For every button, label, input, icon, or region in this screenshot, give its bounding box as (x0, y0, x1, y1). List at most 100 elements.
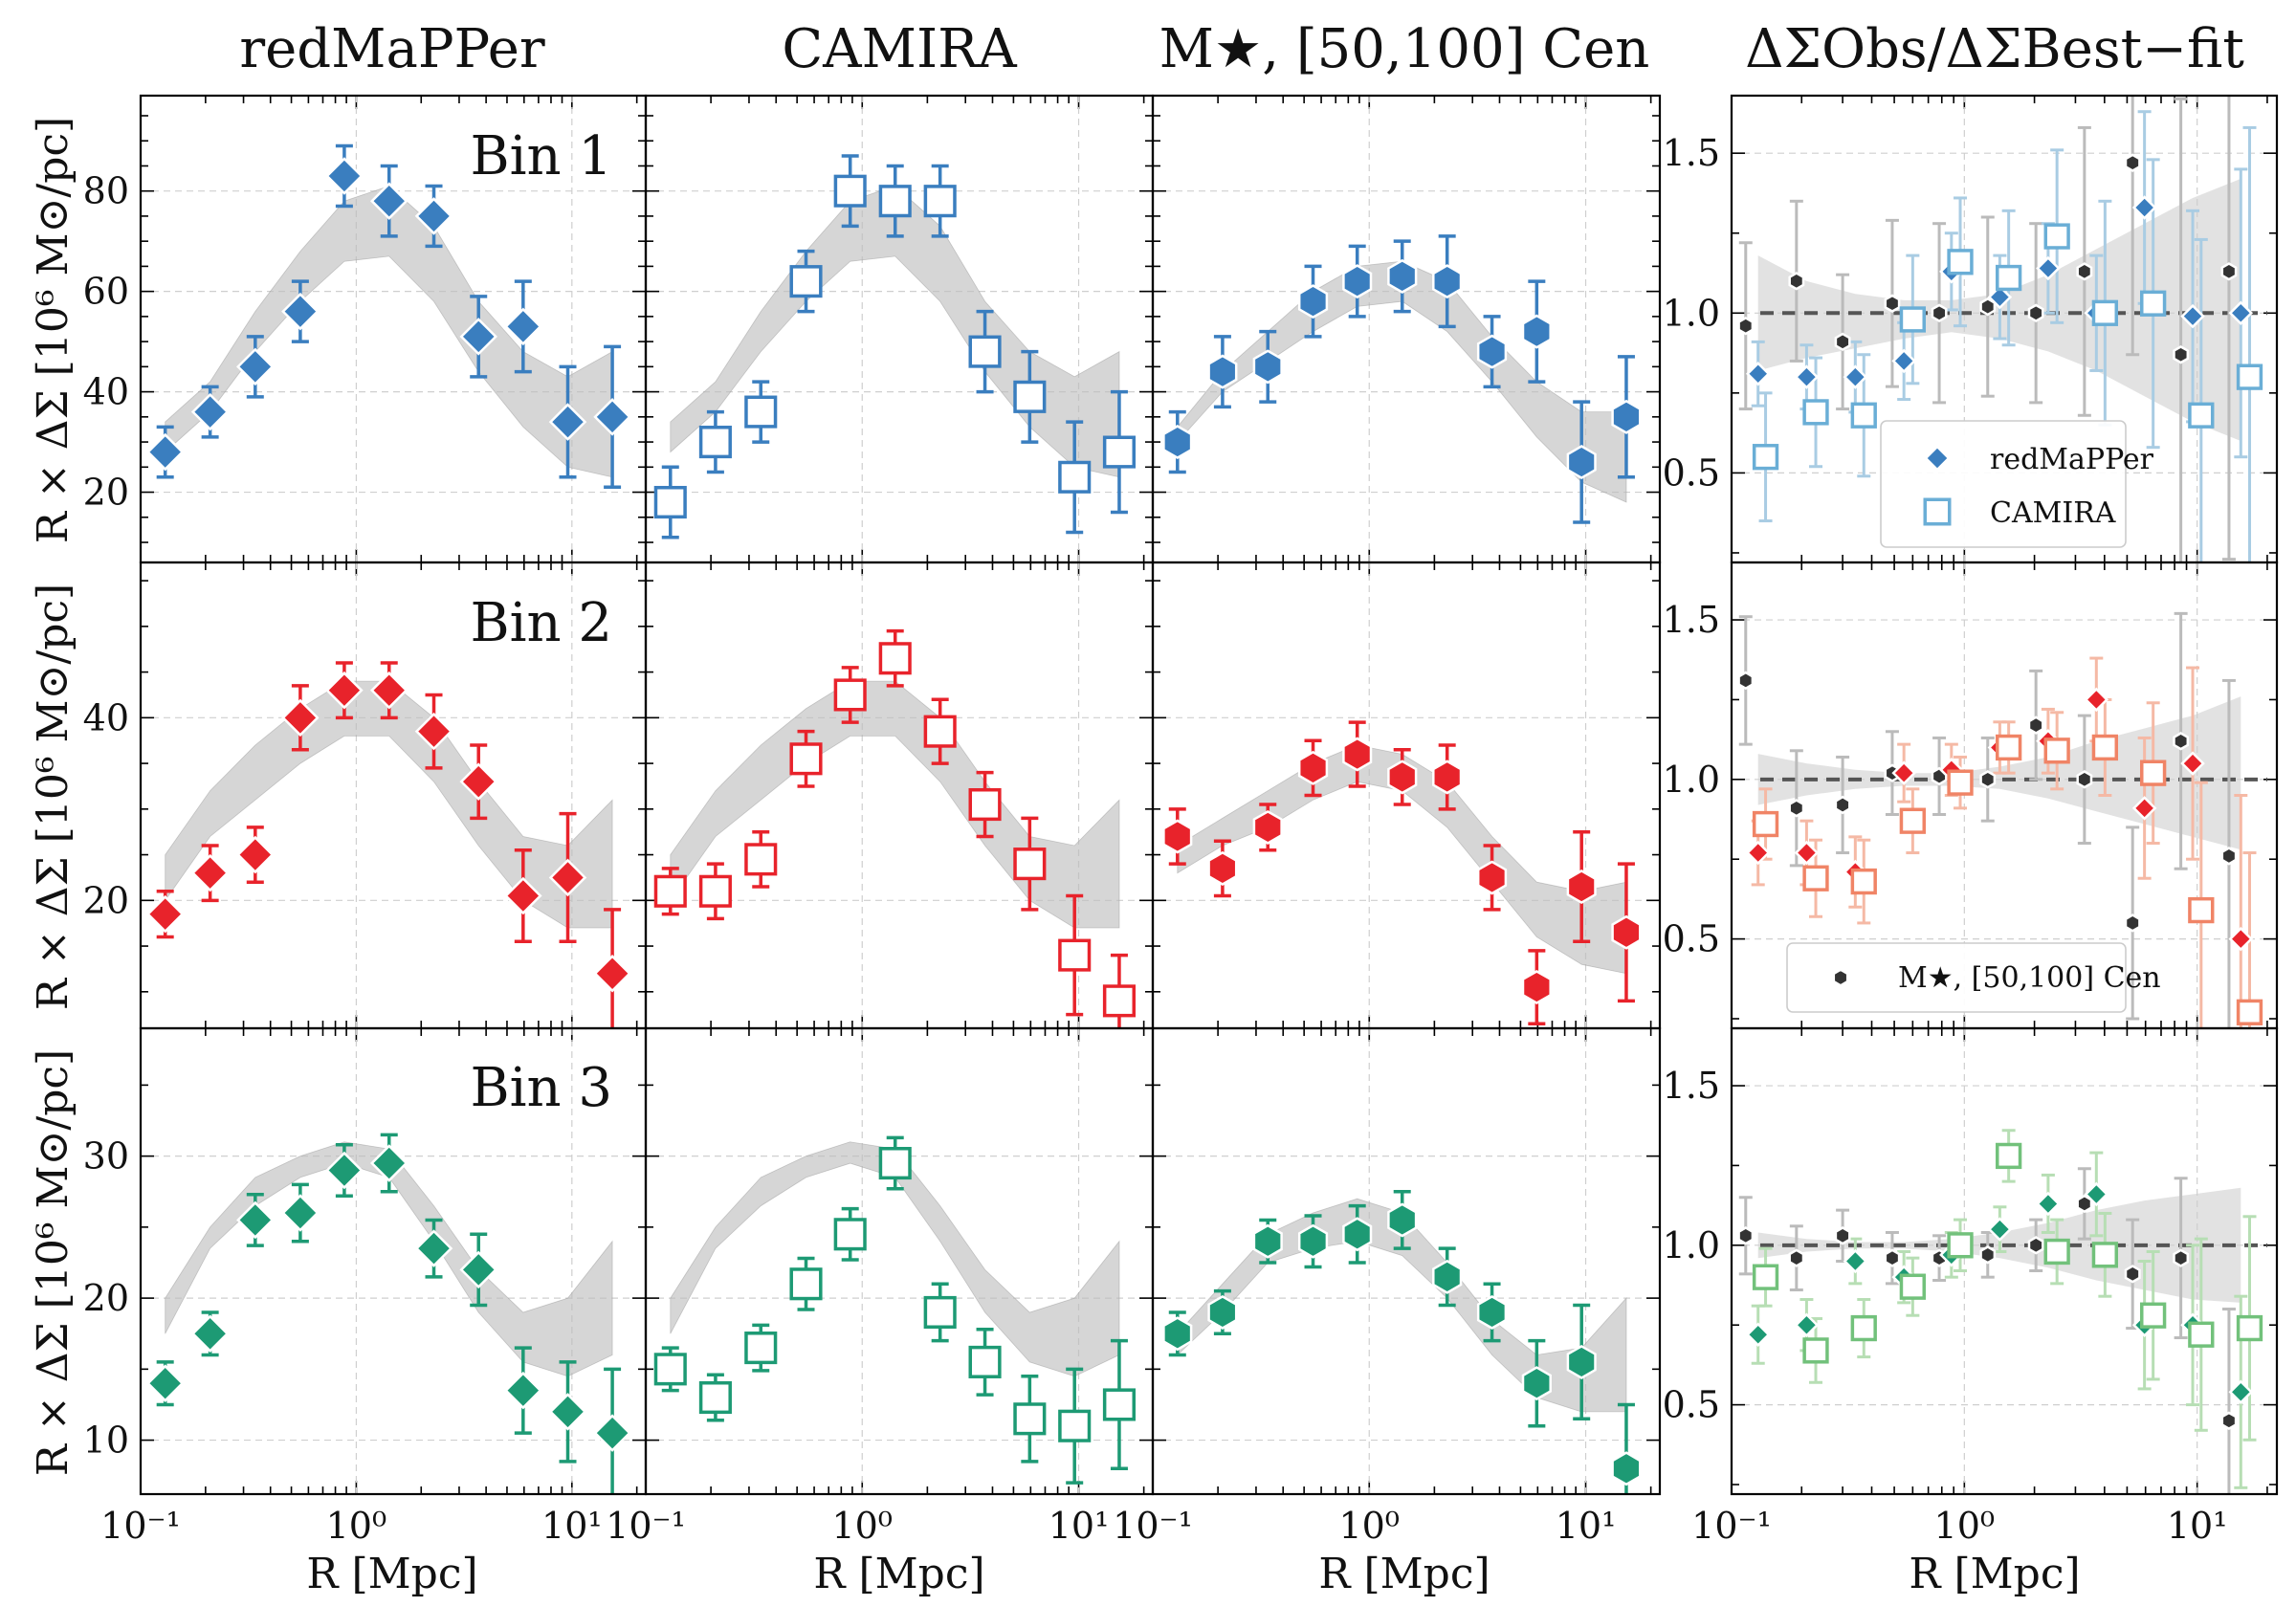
ratio-redmapper-point (1891, 760, 1916, 785)
ratio-camira-point (1996, 734, 2022, 761)
x-tick-label: 10⁻¹ (1113, 1505, 1193, 1547)
x-axis-label-col1: R [Mpc] (306, 1550, 477, 1598)
data-point-hexagon (1611, 399, 1642, 434)
x-axis-label-col2: R [Mpc] (813, 1550, 984, 1598)
x-tick-label: 10¹ (541, 1505, 603, 1547)
y-tick-label: 40 (83, 696, 129, 738)
data-point-hexagon (1252, 349, 1283, 385)
panel-bin1-cen (1151, 94, 1662, 564)
ratio-cen-point (1788, 272, 1805, 291)
panel-bin3-camira: 10⁻¹ 10⁰ 10¹ (606, 1026, 1155, 1547)
ratio-redmapper-point (2131, 796, 2157, 821)
ratio-camira-point (1752, 444, 1779, 471)
data-point-hexagon (1297, 1223, 1329, 1259)
data-point-hexagon (1521, 1366, 1552, 1401)
data-point-diamond (459, 762, 497, 801)
data-point-hexagon (1387, 258, 1418, 294)
data-point-hexagon (1476, 1294, 1508, 1330)
data-point-hexagon (1342, 1217, 1373, 1252)
data-point-square (1013, 1402, 1047, 1436)
panel-plot-area (653, 1135, 1137, 1485)
data-point-diamond (548, 403, 587, 441)
legend-redmapper-label: redMaPPer (1990, 443, 2154, 476)
data-point-diamond (325, 157, 364, 195)
ratio-redmapper-point (2084, 1181, 2109, 1207)
ratio-cen-point (2124, 1265, 2141, 1284)
panel-plot-area (145, 1133, 631, 1494)
y-tick-label: 40 (83, 371, 129, 413)
x-axis-label-ratio: R [Mpc] (1909, 1550, 2080, 1598)
legend-cen-label: M★, [50,100] Cen (1898, 961, 2161, 995)
ratio-redmapper-point (1987, 284, 2013, 310)
ratio-cen-point (2027, 715, 2044, 735)
data-point-diamond (414, 1229, 453, 1267)
data-point-square (1102, 435, 1137, 469)
data-point-square (923, 1295, 957, 1330)
model-band (165, 1141, 613, 1377)
ratio-camira-point (1947, 249, 1974, 275)
x-tick-label: 10¹ (1556, 1505, 1617, 1547)
data-point-square (1013, 848, 1047, 881)
data-point-square (653, 1353, 687, 1386)
ratio-camira-point (1752, 810, 1779, 838)
ratio-redmapper-point (2228, 300, 2254, 326)
data-point-square (878, 1147, 912, 1180)
data-point-diamond (281, 1194, 320, 1232)
ratio-cen-point (1834, 332, 1851, 352)
data-point-square (653, 485, 687, 519)
data-point-square (744, 395, 778, 429)
ratio-camira-point (2140, 759, 2167, 786)
ratio-cen-point (2173, 732, 2190, 751)
x-tick-label: 10¹ (1049, 1505, 1110, 1547)
data-point-square (833, 1218, 867, 1251)
data-point-diamond (504, 307, 542, 346)
data-point-diamond (369, 1144, 408, 1182)
ratio-redmapper-point (1987, 1217, 2013, 1242)
ratio-camira-point (1802, 399, 1829, 426)
panel-bin3-cen: 10⁻¹ 10⁰ 10¹ (1113, 1026, 1662, 1547)
data-point-hexagon (1207, 1294, 1238, 1330)
ratio-camira-point (2188, 1321, 2215, 1348)
panel-bin3-ratio: 0.5 1.0 1.5 10⁻¹ 10⁰ 10¹ (1663, 1026, 2279, 1547)
data-point-hexagon (1387, 1202, 1418, 1238)
data-point-square (1102, 1388, 1137, 1421)
ratio-plot-area (1737, 96, 2267, 562)
y-tick-label: 10 (83, 1420, 129, 1462)
ratio-redmapper-point (2228, 926, 2254, 952)
ratio-redmapper-point (1843, 1248, 1868, 1274)
y-tick-label: 20 (83, 472, 129, 514)
data-point-square (878, 185, 912, 218)
panel-bin2-cen (1151, 561, 1662, 1030)
ratio-cen-point (1788, 1248, 1805, 1267)
data-point-diamond (236, 1200, 275, 1240)
data-point-hexagon (1476, 334, 1508, 369)
data-point-diamond (414, 197, 453, 235)
panel-plot-area (145, 661, 631, 1028)
data-point-diamond (236, 347, 275, 386)
data-point-hexagon (1566, 445, 1597, 480)
bin-label-3: Bin 3 (470, 1057, 612, 1119)
y-tick-label: 1.5 (1663, 1065, 1720, 1107)
data-point-diamond (190, 853, 230, 892)
ratio-camira-point (1802, 1337, 1829, 1364)
data-point-hexagon (1387, 759, 1418, 795)
ratio-cen-point (1737, 316, 1755, 336)
data-point-hexagon (1611, 1451, 1642, 1486)
panel-bin2-camira (644, 561, 1155, 1030)
data-point-diamond (504, 1371, 542, 1410)
data-point-square (878, 642, 912, 675)
column-title-camira: CAMIRA (782, 18, 1017, 80)
data-point-hexagon (1207, 850, 1238, 886)
ratio-redmapper-point (1745, 840, 1771, 866)
data-point-hexagon (1521, 314, 1552, 349)
data-point-diamond (281, 292, 320, 331)
y-tick-label: 1.0 (1663, 759, 1720, 801)
legend-redmapper-marker (1924, 445, 1951, 472)
panel-bin1-camira (644, 94, 1155, 564)
column-title-ratio: ΔΣObs/ΔΣBest−fit (1745, 18, 2244, 80)
data-point-hexagon (1611, 914, 1642, 950)
data-point-diamond (145, 432, 185, 472)
data-point-square (698, 1380, 732, 1415)
y-tick-label: 20 (83, 879, 129, 921)
